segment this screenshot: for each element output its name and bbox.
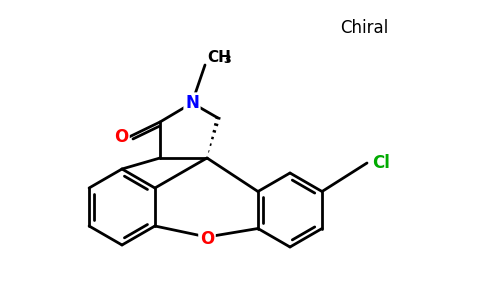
Text: O: O: [200, 230, 214, 248]
Text: 3: 3: [223, 55, 230, 65]
Text: N: N: [185, 94, 199, 112]
Text: CH: CH: [207, 50, 231, 64]
Text: O: O: [114, 128, 128, 146]
Text: Chiral: Chiral: [340, 19, 388, 37]
Text: Cl: Cl: [372, 154, 390, 172]
